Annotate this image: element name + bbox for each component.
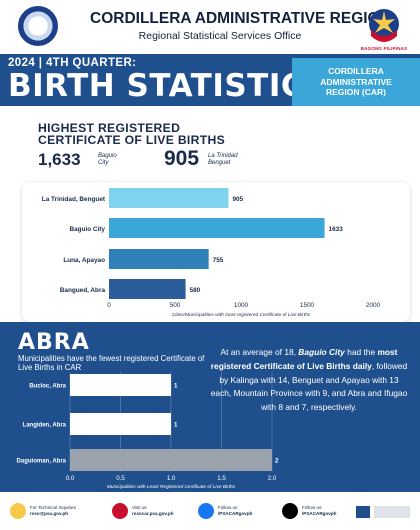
tick-label: 1000 — [234, 302, 249, 309]
tick-label: 0.5 — [116, 475, 125, 482]
x-axis-title: Municipalities with Least Registered Cer… — [107, 484, 236, 490]
abra-title: ABRA — [18, 330, 90, 355]
bar — [70, 374, 171, 396]
partner-logo-icon — [374, 506, 410, 518]
data-label: 755 — [213, 257, 224, 264]
bar — [109, 188, 229, 208]
psa-small-logo-icon — [356, 506, 370, 518]
x-icon[interactable] — [282, 503, 298, 519]
tick-label: 1500 — [300, 302, 315, 309]
category-label: Daguioman, Abra — [17, 459, 67, 465]
bar — [70, 449, 272, 471]
header-subtitle: Regional Statistical Services Office — [138, 30, 302, 42]
data-label: 1 — [174, 383, 178, 390]
category-label: Baguio City — [69, 226, 105, 233]
globe-icon — [112, 503, 128, 519]
bar — [109, 279, 186, 299]
stat-latrinidad-value: 905 — [164, 147, 200, 170]
facebook-icon[interactable] — [198, 503, 214, 519]
category-label: Bangued, Abra — [60, 287, 106, 294]
psa-seal-icon — [18, 6, 58, 46]
category-label: Langiden, Abra — [23, 423, 67, 429]
tick-label: 0.0 — [66, 475, 75, 482]
tick-label: 1.0 — [167, 475, 176, 482]
data-label: 2 — [275, 458, 279, 465]
abra-subtitle: Municipalities have the fewest registere… — [18, 354, 205, 372]
tick-label: 0 — [107, 302, 111, 309]
data-label: 1 — [174, 422, 178, 429]
summary-text: At an average of 18, Baguio City had the… — [210, 347, 408, 413]
footer-facebook[interactable]: Follow us/PSACARgovph — [218, 505, 253, 516]
data-label: 905 — [232, 196, 243, 203]
tick-label: 500 — [170, 302, 181, 309]
banner-title: BIRTH STATISTICS — [8, 68, 328, 104]
header — [0, 0, 420, 52]
bagong-pilipinas-text: BAGONG PILIPINAS — [360, 46, 408, 51]
stat-baguio-value: 1,633 — [38, 150, 81, 169]
email-icon — [10, 503, 26, 519]
footer-inquiries: For Technical Inquiries rsso@psa.gov.ph — [30, 505, 76, 516]
tick-label: 2000 — [366, 302, 381, 309]
header-title: CORDILLERA ADMINISTRATIVE REGION — [90, 10, 391, 27]
bar — [109, 249, 209, 269]
tick-label: 2.0 — [268, 475, 277, 482]
stat-baguio-label: Baguio City — [98, 153, 117, 166]
x-axis-title: Cities/Municipalities with most register… — [172, 312, 311, 318]
banner-kicker: 2024 | 4TH QUARTER: — [8, 57, 137, 69]
footer-website[interactable]: Visit us rssocar.psa.gov.ph — [132, 505, 174, 516]
category-label: Luna, Apayao — [63, 257, 105, 264]
bar — [70, 413, 171, 435]
highest-title: HIGHEST REGISTERED CERTIFICATE OF LIVE B… — [38, 121, 225, 147]
region-box: CORDILLERA ADMINISTRATIVE REGION (CAR) — [292, 58, 420, 106]
stat-latrinidad-label: La Trinidad Benguet — [208, 153, 238, 166]
data-label: 1633 — [329, 226, 344, 233]
region-label: CORDILLERA ADMINISTRATIVE REGION (CAR) — [320, 66, 392, 97]
footer-x[interactable]: Follow us/PSACARgovph — [302, 505, 337, 516]
data-label: 580 — [190, 287, 201, 294]
category-label: Bucloc, Abra — [29, 384, 66, 390]
tick-label: 1.5 — [217, 475, 226, 482]
category-label: La Trinidad, Benguet — [42, 196, 106, 203]
bar — [109, 218, 325, 238]
bagong-pilipinas-logo-icon — [369, 9, 399, 42]
